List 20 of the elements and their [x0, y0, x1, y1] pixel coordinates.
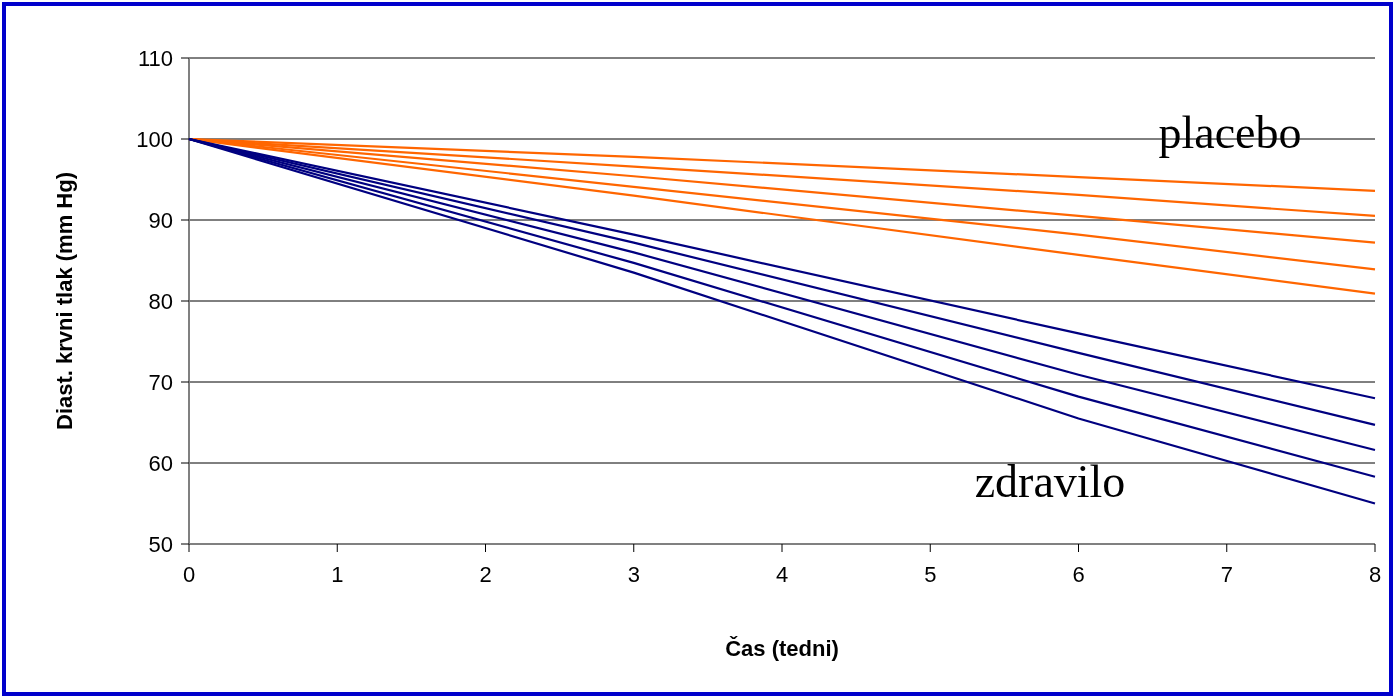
- x-tick-label: 1: [331, 562, 344, 587]
- x-tick-label: 8: [1368, 562, 1382, 587]
- annotation: placebo: [1158, 107, 1302, 158]
- x-axis-title: Čas (tedni): [725, 636, 839, 661]
- x-tick-label: 4: [775, 562, 789, 587]
- y-tick-label: 110: [137, 45, 173, 71]
- x-tick-label: 2: [479, 562, 492, 587]
- y-tick-label: 70: [148, 369, 173, 395]
- y-tick-label: 100: [136, 126, 173, 152]
- y-axis-title: Diast. krvni tlak (mm Hg): [52, 172, 77, 430]
- x-tick-label: 0: [182, 562, 196, 587]
- x-tick-label: 6: [1072, 562, 1085, 587]
- x-tick-label: 3: [627, 562, 640, 587]
- y-tick-label: 90: [148, 207, 173, 233]
- y-tick-label: 80: [148, 288, 173, 314]
- x-tick-label: 5: [924, 562, 937, 587]
- y-tick-label: 60: [148, 450, 173, 476]
- annotation: zdravilo: [974, 456, 1126, 507]
- x-tick-label: 7: [1220, 562, 1233, 587]
- y-tick-label: 50: [148, 531, 173, 557]
